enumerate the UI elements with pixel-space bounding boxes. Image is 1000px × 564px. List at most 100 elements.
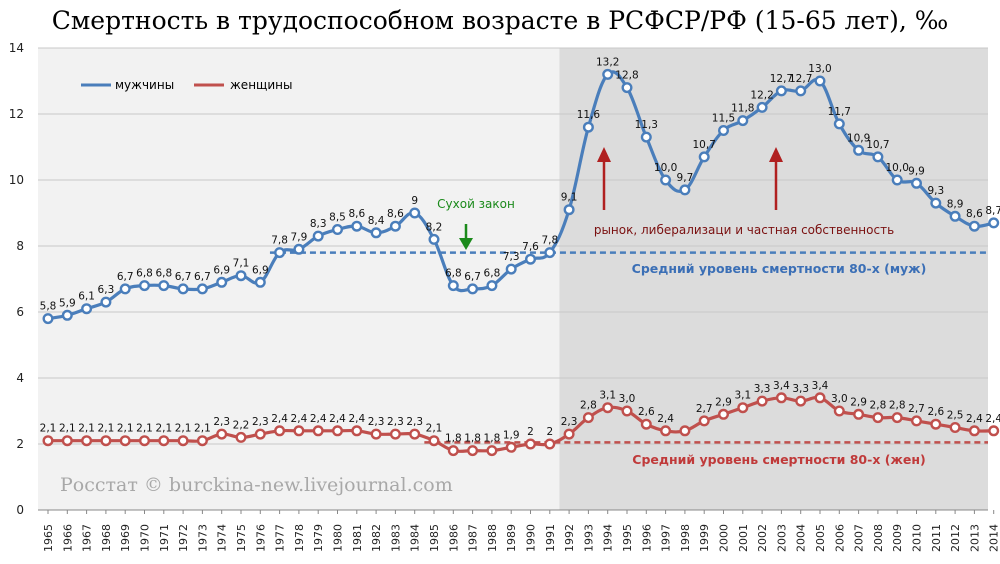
- female-data-label: 2,6: [927, 406, 944, 418]
- male-point: [332, 223, 344, 235]
- female-data-label: 2,5: [947, 410, 964, 422]
- x-tick-label: 2008: [872, 524, 885, 552]
- female-point: [756, 395, 768, 407]
- x-tick-label: 1966: [61, 524, 74, 552]
- male-point: [177, 283, 189, 295]
- y-tick-label: 4: [16, 371, 24, 385]
- female-point: [602, 402, 614, 414]
- female-point: [949, 422, 961, 434]
- y-tick-label: 10: [9, 173, 24, 187]
- female-point: [640, 418, 652, 430]
- axes: 0 2 4 6 8 10 12 14 1965 1966 1967 1968 1969 1970 1971 1…: [9, 41, 1000, 552]
- watermark: Росстат © burckina-new.livejournal.com: [60, 474, 453, 496]
- female-data-label: 2,1: [175, 423, 192, 435]
- male-point: [602, 68, 614, 80]
- female-point: [293, 425, 305, 437]
- x-tick-label: 1976: [254, 524, 267, 552]
- male-data-label: 9,3: [927, 185, 944, 197]
- female-data-label: 2,6: [638, 406, 655, 418]
- x-tick-label: 2005: [814, 524, 827, 552]
- male-data-label: 10,9: [847, 132, 870, 144]
- female-point: [988, 425, 1000, 437]
- y-tick-label: 6: [16, 305, 24, 319]
- female-data-label: 2,3: [561, 416, 578, 428]
- male-point: [119, 283, 131, 295]
- x-tick-label: 1980: [332, 524, 345, 552]
- female-point: [891, 412, 903, 424]
- female-point: [544, 438, 556, 450]
- data-labels: 5,8 5,96,16,36,7 6,8 6,8 6,7 6,76,97,16,97,8 7…: [40, 56, 1000, 444]
- male-point: [505, 263, 517, 275]
- female-data-label: 3,1: [734, 390, 751, 402]
- female-data-label: 2,4: [310, 413, 327, 425]
- male-data-label: 11,3: [635, 119, 658, 131]
- male-data-label: 12,7: [789, 73, 812, 85]
- female-data-label: 3,3: [754, 383, 771, 395]
- male-data-label: 8,6: [387, 208, 404, 220]
- x-tick-label: 1974: [216, 524, 229, 552]
- male-data-label: 6,8: [484, 268, 501, 280]
- male-point: [61, 309, 73, 321]
- female-point: [351, 425, 363, 437]
- x-tick-label: 2001: [737, 524, 750, 552]
- female-point: [853, 408, 865, 420]
- x-tick-label: 2014: [988, 524, 1000, 552]
- x-tick-label: 1989: [505, 524, 518, 552]
- male-data-label: 7,1: [233, 258, 250, 270]
- male-data-label: 7,8: [541, 235, 558, 247]
- female-data-label: 2,3: [406, 416, 423, 428]
- female-data-label: 2,1: [117, 423, 134, 435]
- female-point: [81, 435, 93, 447]
- male-data-label: 13,2: [596, 56, 619, 68]
- female-point: [389, 428, 401, 440]
- male-point: [891, 174, 903, 186]
- male-data-label: 9: [411, 195, 418, 207]
- x-tick-label: 1999: [698, 524, 711, 552]
- female-point: [563, 428, 575, 440]
- female-point: [409, 428, 421, 440]
- legend-female-label: женщины: [230, 78, 292, 92]
- male-data-label: 6,8: [445, 268, 462, 280]
- male-point: [930, 197, 942, 209]
- female-point: [833, 405, 845, 417]
- male-point: [467, 283, 479, 295]
- male-data-label: 11,6: [577, 109, 601, 121]
- female-point: [196, 435, 208, 447]
- female-data-label: 2: [546, 426, 553, 438]
- male-point: [737, 115, 749, 127]
- male-point: [563, 204, 575, 216]
- female-data-label: 2,3: [213, 416, 230, 428]
- male-data-label: 8,6: [348, 208, 365, 220]
- female-data-label: 2,9: [715, 396, 732, 408]
- female-point: [505, 441, 517, 453]
- x-tick-label: 1984: [409, 524, 422, 552]
- male-point: [911, 177, 923, 189]
- male-data-label: 9,1: [561, 192, 578, 204]
- female-point: [737, 402, 749, 414]
- male-point: [795, 85, 807, 97]
- male-point: [254, 276, 266, 288]
- y-tick-label: 0: [16, 503, 24, 517]
- x-tick-label: 1965: [42, 524, 55, 552]
- male-data-label: 8,2: [426, 221, 443, 233]
- male-data-label: 8,7: [985, 205, 1000, 217]
- female-data-label: 1,8: [445, 433, 462, 445]
- market-arrow-left-head: [597, 147, 611, 162]
- female-point: [61, 435, 73, 447]
- male-point: [582, 121, 594, 133]
- male-point: [235, 270, 247, 282]
- y-tick-label: 12: [9, 107, 24, 121]
- female-point: [447, 445, 459, 457]
- female-point: [930, 418, 942, 430]
- female-data-label: 2,3: [387, 416, 404, 428]
- x-tick-label: 2009: [891, 524, 904, 552]
- female-point: [312, 425, 324, 437]
- y-tick-label: 2: [16, 437, 24, 451]
- female-data-label: 2,4: [985, 413, 1000, 425]
- male-point: [968, 220, 980, 232]
- x-tick-label: 2004: [795, 524, 808, 552]
- x-tick-label: 2012: [949, 524, 962, 552]
- plot-background: [38, 48, 988, 510]
- female-point: [718, 408, 730, 420]
- female-point: [235, 431, 247, 443]
